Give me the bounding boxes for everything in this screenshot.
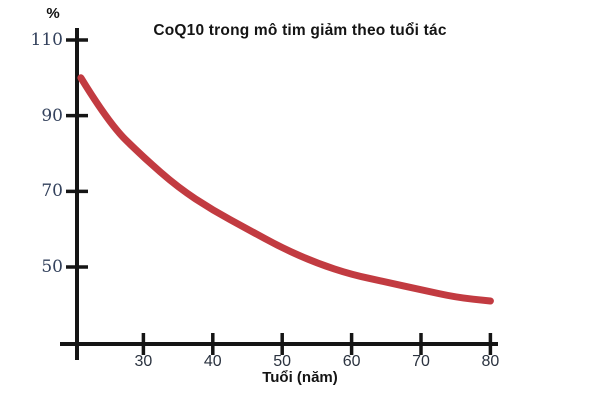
x-tick-label: 50 (273, 353, 292, 370)
x-tick-label: 80 (481, 353, 500, 370)
coq10-curve (77, 74, 494, 305)
y-tick-label: 50 (41, 256, 63, 277)
x-tick-label: 40 (203, 353, 222, 370)
y-tick-label: 90 (41, 105, 63, 126)
x-tick-label: 60 (342, 353, 361, 370)
x-tick-label: 30 (134, 353, 153, 370)
chart-title: CoQ10 trong mô tim giảm theo tuổi tác (153, 22, 447, 39)
y-tick-label: 70 (41, 181, 63, 202)
x-axis-title: Tuổi (năm) (262, 369, 338, 386)
x-tick-label: 70 (412, 353, 430, 370)
y-tick-label: 110 (30, 30, 63, 50)
y-axis-unit-label: % (46, 5, 60, 22)
